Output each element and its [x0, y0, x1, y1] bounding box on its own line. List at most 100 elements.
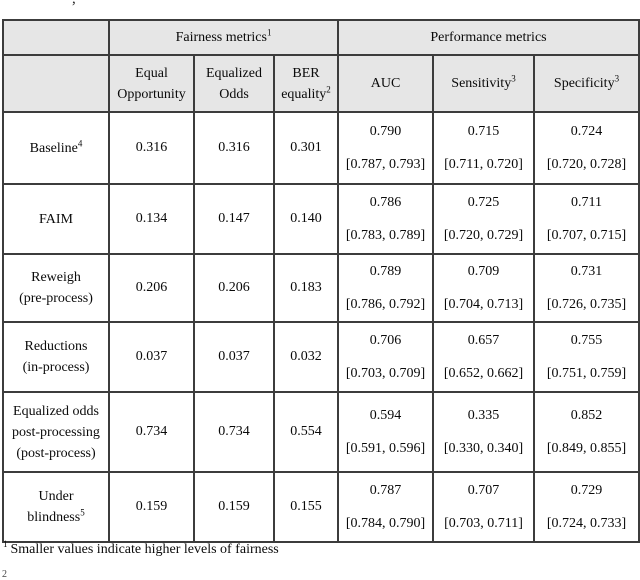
confidence-interval: [0.783, 0.789]	[345, 227, 426, 243]
metric-value: 0.335	[467, 408, 500, 423]
metric-value: 0.755	[570, 333, 603, 348]
metric-value: 0.789	[369, 264, 402, 279]
row-label: Under blindness5	[2, 471, 110, 543]
confidence-interval: [0.724, 0.733]	[546, 515, 627, 531]
footnote-marker: 5	[80, 507, 85, 518]
fairness-value: 0.206	[193, 253, 275, 323]
fairness-value: 0.037	[193, 321, 275, 393]
col-header-sensitivity: Sensitivity3	[432, 54, 535, 113]
row-label-line: Reductions	[24, 339, 88, 354]
row-label-line: (in-process)	[22, 360, 90, 375]
row-label: Baseline4	[2, 111, 110, 185]
metric-value: 0.790	[369, 124, 402, 139]
col-header-line: equality	[281, 86, 327, 102]
table-row-reductions: Reductions (in-process) 0.037 0.037 0.03…	[2, 321, 640, 393]
fairness-footnote-marker: 1	[266, 27, 272, 38]
fairness-value: 0.140	[273, 183, 339, 255]
table-row-faim: FAIM 0.134 0.147 0.140 0.786 [0.783, 0.78…	[2, 183, 640, 255]
col-header-line: Sensitivity	[451, 76, 512, 91]
col-header-line: AUC	[370, 76, 401, 91]
fairness-value: 0.734	[193, 391, 275, 473]
footnote-fairness: 1 Smaller values indicate higher levels o…	[3, 539, 279, 558]
metric-value: 0.852	[570, 408, 603, 423]
fairness-value: 0.734	[108, 391, 195, 473]
row-label-line: FAIM	[39, 211, 73, 227]
group-header-performance-label: Performance metrics	[430, 29, 547, 45]
performance-cell: 0.657 [0.652, 0.662]	[432, 321, 535, 393]
metric-value: 0.707	[467, 483, 500, 498]
metrics-table: Fairness metrics1 Performance metrics Eq…	[2, 19, 640, 543]
metric-value: 0.657	[467, 333, 500, 348]
fairness-value: 0.037	[108, 321, 195, 393]
fairness-value: 0.301	[273, 111, 339, 185]
fairness-value: 0.316	[193, 111, 275, 185]
col-header-specificity: Specificity3	[533, 54, 640, 113]
metric-value: 0.787	[369, 483, 402, 498]
metric-value: 0.724	[570, 124, 603, 139]
fairness-value: 0.554	[273, 391, 339, 473]
col-header-line: Specificity	[553, 76, 615, 91]
metric-value: 0.786	[369, 195, 402, 210]
row-label-line: (pre-process)	[19, 291, 93, 306]
performance-cell: 0.725 [0.720, 0.729]	[432, 183, 535, 255]
col-header-ber-equality: BER equality2	[273, 54, 339, 113]
col-header-line: Equal	[135, 65, 168, 81]
confidence-interval: [0.711, 0.720]	[444, 156, 523, 172]
row-label: Reweigh (pre-process)	[2, 253, 110, 323]
confidence-interval: [0.726, 0.735]	[546, 296, 627, 312]
table-row-reweigh: Reweigh (pre-process) 0.206 0.206 0.183 …	[2, 253, 640, 323]
col-header-line: Odds	[219, 86, 249, 102]
footnote-marker: 1	[3, 539, 8, 550]
metric-value: 0.711	[571, 195, 602, 210]
fairness-value: 0.155	[273, 471, 339, 543]
footnote-marker: 4	[77, 137, 83, 148]
metric-value: 0.731	[570, 264, 603, 279]
performance-cell: 0.706 [0.703, 0.709]	[337, 321, 434, 393]
group-header-fairness: Fairness metrics1	[108, 19, 339, 56]
performance-cell: 0.755 [0.751, 0.759]	[533, 321, 640, 393]
row-label: Equalized odds post-processing (post-pro…	[2, 391, 110, 473]
fairness-value: 0.032	[273, 321, 339, 393]
performance-cell: 0.789 [0.786, 0.792]	[337, 253, 434, 323]
confidence-interval: [0.707, 0.715]	[546, 227, 627, 243]
footnote-marker: 3	[614, 73, 620, 84]
fairness-value: 0.159	[193, 471, 275, 543]
confidence-interval: [0.784, 0.790]	[345, 515, 426, 531]
fairness-value: 0.183	[273, 253, 339, 323]
column-header-row: Equal Opportunity Equalized Odds BER equ…	[2, 54, 640, 113]
fairness-value: 0.316	[108, 111, 195, 185]
confidence-interval: [0.751, 0.759]	[546, 365, 627, 381]
metric-value: 0.725	[467, 195, 500, 210]
performance-cell: 0.709 [0.704, 0.713]	[432, 253, 535, 323]
metric-value: 0.706	[369, 333, 402, 348]
row-label-line: post-processing	[12, 424, 100, 440]
performance-cell: 0.729 [0.724, 0.733]	[533, 471, 640, 543]
corner-cell	[2, 19, 110, 56]
col-header-line: BER	[292, 65, 320, 81]
confidence-interval: [0.720, 0.729]	[443, 227, 524, 243]
performance-cell: 0.335 [0.330, 0.340]	[432, 391, 535, 473]
metric-value: 0.709	[467, 264, 500, 279]
caption-remnant-text: ,	[72, 0, 76, 8]
table-row-under-blindness: Under blindness5 0.159 0.159 0.155 0.787…	[2, 471, 640, 543]
row-label-line: Equalized odds	[13, 403, 99, 419]
confidence-interval: [0.787, 0.793]	[345, 156, 426, 172]
fairness-value: 0.206	[108, 253, 195, 323]
performance-cell: 0.715 [0.711, 0.720]	[432, 111, 535, 185]
confidence-interval: [0.652, 0.662]	[443, 365, 524, 381]
performance-cell: 0.852 [0.849, 0.855]	[533, 391, 640, 473]
confidence-interval: [0.591, 0.596]	[345, 440, 426, 456]
col-header-line: Opportunity	[117, 86, 186, 102]
col-header-auc: AUC	[337, 54, 434, 113]
performance-cell: 0.787 [0.784, 0.790]	[337, 471, 434, 543]
col-header-line: Equalized	[206, 65, 262, 81]
confidence-interval: [0.786, 0.792]	[345, 296, 426, 312]
row-label-line: Under	[38, 489, 74, 504]
confidence-interval: [0.720, 0.728]	[546, 156, 627, 172]
metric-value: 0.594	[369, 408, 402, 423]
confidence-interval: [0.849, 0.855]	[546, 440, 627, 456]
table-row-eq-odds-postprocessing: Equalized odds post-processing (post-pro…	[2, 391, 640, 473]
row-label: Reductions (in-process)	[2, 321, 110, 393]
performance-cell: 0.786 [0.783, 0.789]	[337, 183, 434, 255]
